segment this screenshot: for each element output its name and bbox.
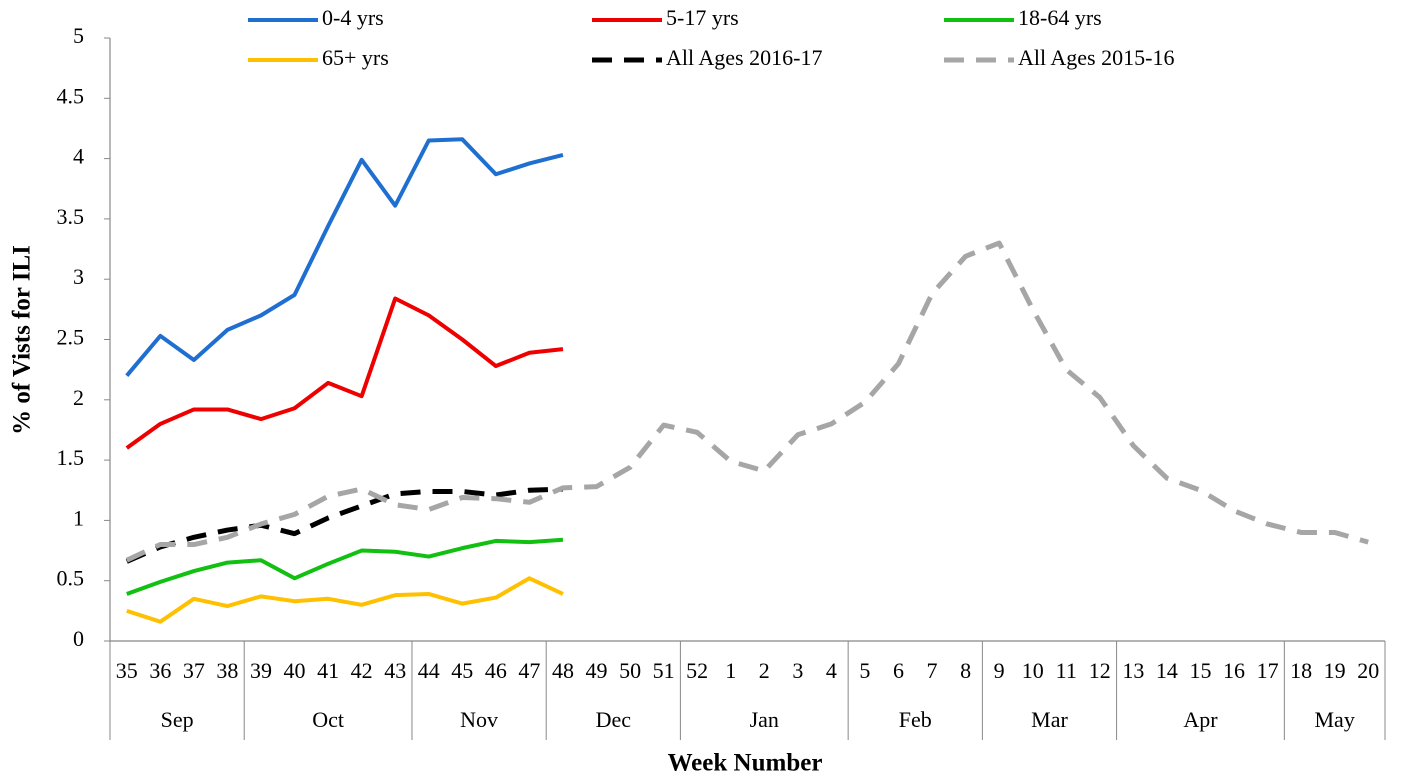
x-tick-label: 19 (1324, 658, 1346, 683)
x-axis-title: Week Number (668, 750, 823, 777)
month-label: Feb (899, 707, 932, 732)
x-tick-label: 17 (1257, 658, 1279, 683)
month-label: May (1315, 707, 1355, 732)
x-tick-label: 10 (1022, 658, 1044, 683)
x-tick-label: 49 (586, 658, 608, 683)
x-tick-label: 5 (859, 658, 870, 683)
month-label: Jan (750, 707, 779, 732)
x-tick-label: 12 (1089, 658, 1111, 683)
x-tick-label: 18 (1290, 658, 1312, 683)
x-tick-label: 13 (1122, 658, 1144, 683)
month-label: Mar (1031, 707, 1068, 732)
x-tick-label: 39 (250, 658, 272, 683)
x-tick-label: 48 (552, 658, 574, 683)
y-tick-label: 4 (73, 144, 84, 169)
x-tick-label: 7 (927, 658, 938, 683)
x-tick-label: 11 (1056, 658, 1077, 683)
y-tick-label: 5 (73, 23, 84, 48)
x-tick-label: 35 (116, 658, 138, 683)
x-tick-label: 45 (451, 658, 473, 683)
x-tick-label: 1 (725, 658, 736, 683)
legend-label: 0-4 yrs (322, 5, 384, 30)
x-tick-label: 43 (384, 658, 406, 683)
legend-label: 5-17 yrs (666, 5, 739, 30)
x-tick-label: 51 (653, 658, 675, 683)
y-tick-label: 1 (73, 505, 84, 530)
legend-label: 18-64 yrs (1018, 5, 1102, 30)
x-tick-label: 2 (759, 658, 770, 683)
y-tick-label: 3 (73, 264, 84, 289)
series-line (126, 576, 564, 624)
x-tick-label: 50 (619, 658, 641, 683)
x-tick-label: 44 (418, 658, 440, 683)
x-tick-label: 38 (216, 658, 238, 683)
x-tick-label: 36 (149, 658, 171, 683)
y-axis-title: % of Vists for ILI (9, 245, 36, 435)
x-tick-label: 4 (826, 658, 837, 683)
series-line (125, 240, 1369, 563)
x-tick-label: 47 (518, 658, 540, 683)
x-tick-label: 42 (351, 658, 373, 683)
x-tick-label: 3 (792, 658, 803, 683)
month-label: Dec (596, 707, 632, 732)
y-tick-label: 2 (73, 385, 84, 410)
month-label: Sep (161, 707, 194, 732)
x-tick-label: 14 (1156, 658, 1178, 683)
x-tick-label: 52 (686, 658, 708, 683)
x-tick-label: 20 (1357, 658, 1379, 683)
legend-label: All Ages 2016-17 (666, 45, 822, 70)
y-tick-label: 3.5 (57, 204, 85, 229)
x-tick-label: 41 (317, 658, 339, 683)
legend-label: 65+ yrs (322, 45, 389, 70)
x-tick-label: 9 (994, 658, 1005, 683)
y-tick-label: 2.5 (57, 325, 85, 350)
y-tick-label: 0.5 (57, 566, 85, 591)
series-line (125, 486, 564, 564)
x-tick-label: 46 (485, 658, 507, 683)
x-tick-label: 8 (960, 658, 971, 683)
y-tick-label: 0 (73, 626, 84, 651)
month-label: Nov (460, 707, 498, 732)
x-tick-label: 40 (284, 658, 306, 683)
series-line (126, 537, 564, 596)
month-label: Apr (1183, 707, 1218, 732)
y-tick-label: 4.5 (57, 83, 85, 108)
x-tick-label: 15 (1189, 658, 1211, 683)
legend-label: All Ages 2015-16 (1018, 45, 1174, 70)
series-line (125, 296, 564, 450)
month-label: Oct (312, 707, 344, 732)
y-tick-label: 1.5 (57, 445, 85, 470)
x-tick-label: 37 (183, 658, 205, 683)
x-tick-label: 16 (1223, 658, 1245, 683)
series-line (125, 137, 564, 377)
x-tick-label: 6 (893, 658, 904, 683)
